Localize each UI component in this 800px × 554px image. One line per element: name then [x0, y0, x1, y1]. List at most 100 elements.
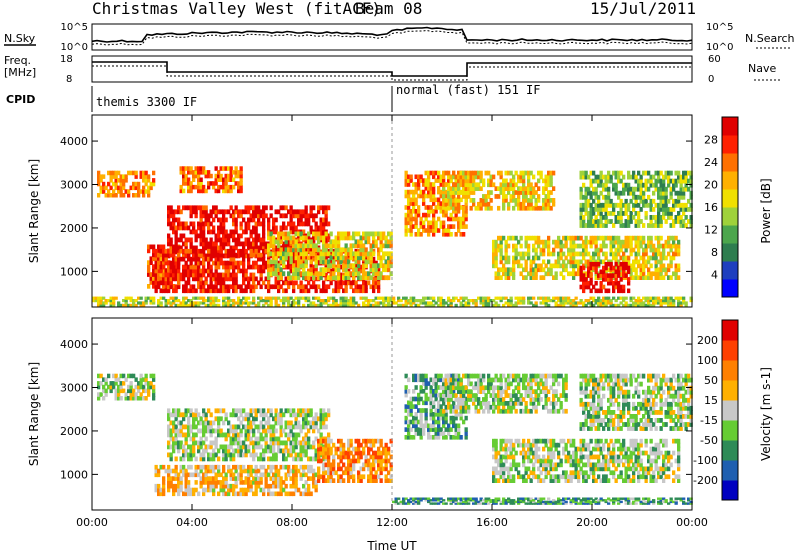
heatmap-cell — [354, 248, 358, 254]
heatmap-cell — [237, 233, 241, 239]
heatmap-cell — [167, 432, 171, 438]
heatmap-cell — [182, 170, 186, 175]
heatmap-cell — [659, 259, 663, 265]
heatmap-cell — [454, 216, 458, 222]
heatmap-cell — [264, 412, 268, 418]
heatmap-cell — [624, 207, 628, 212]
heatmap-cell — [592, 303, 596, 307]
noise-sky-line — [91, 26, 693, 43]
heatmap-cell — [592, 299, 596, 303]
heatmap-cell — [354, 280, 358, 286]
heatmap-cell — [632, 215, 636, 220]
heatmap-cell — [369, 263, 373, 269]
heatmap-cell — [512, 267, 516, 273]
heatmap-cell — [567, 247, 571, 253]
heatmap-cell — [272, 255, 276, 261]
heatmap-cell — [314, 416, 318, 422]
heatmap-cell — [634, 223, 638, 228]
heatmap-cell — [432, 232, 436, 237]
heatmap-cell — [527, 174, 531, 180]
heatmap-cell — [162, 268, 166, 273]
heatmap-cell — [437, 228, 441, 233]
heatmap-cell — [97, 384, 101, 390]
heatmap-cell — [447, 182, 451, 187]
heatmap-cell — [672, 303, 676, 307]
heatmap-cell — [124, 396, 128, 401]
heatmap-cell — [377, 271, 381, 277]
heatmap-cell — [152, 276, 156, 281]
heatmap-cell — [299, 247, 303, 253]
heatmap-cell — [104, 301, 108, 305]
heatmap-cell — [547, 239, 551, 245]
heatmap-cell — [204, 416, 208, 422]
heatmap-cell — [649, 239, 653, 245]
heatmap-cell — [627, 215, 631, 220]
heatmap-cell — [177, 256, 181, 262]
heatmap-cell — [387, 301, 391, 305]
heatmap-cell — [569, 247, 573, 253]
heatmap-cell — [599, 303, 603, 307]
heatmap-cell — [357, 288, 361, 294]
heatmap-cell — [229, 436, 233, 442]
heatmap-cell — [594, 288, 598, 294]
heatmap-cell — [234, 428, 238, 434]
heatmap-cell — [182, 288, 186, 294]
heatmap-cell — [297, 440, 301, 446]
heatmap-cell — [179, 483, 183, 489]
heatmap-cell — [259, 412, 263, 418]
heatmap-cell — [647, 271, 651, 277]
heatmap-cell — [212, 483, 216, 489]
heatmap-cell — [249, 428, 253, 434]
heatmap-cell — [182, 221, 186, 227]
freq-line — [92, 61, 692, 77]
heatmap-cell — [277, 412, 281, 418]
heatmap-cell — [179, 412, 183, 418]
heatmap-cell — [192, 444, 196, 450]
heatmap-cell — [217, 184, 221, 190]
heatmap-cell — [604, 198, 608, 204]
heatmap-cell — [317, 296, 321, 300]
heatmap-cell — [267, 296, 271, 300]
heatmap-cell — [152, 377, 156, 382]
heatmap-cell — [547, 174, 551, 180]
heatmap-cell — [177, 408, 181, 414]
heatmap-cell — [232, 221, 236, 227]
heatmap-cell — [684, 178, 688, 184]
heatmap-cell — [654, 182, 658, 188]
heatmap-cell — [497, 303, 501, 307]
heatmap-cell — [189, 299, 193, 303]
heatmap-cell — [312, 237, 316, 243]
heatmap-cell — [222, 184, 226, 190]
heatmap-cell — [207, 241, 211, 247]
heatmap-cell — [279, 231, 283, 237]
heatmap-cell — [227, 264, 231, 270]
heatmap-cell — [307, 288, 311, 294]
heatmap-cell — [599, 211, 603, 216]
heatmap-cell — [322, 225, 326, 231]
heatmap-cell — [234, 225, 238, 231]
heatmap-cell — [429, 182, 433, 187]
heatmap-cell — [552, 275, 556, 280]
heatmap-cell — [482, 301, 486, 305]
heatmap-cell — [337, 247, 341, 253]
heatmap-cell — [259, 272, 263, 278]
heatmap-cell — [332, 299, 336, 303]
heatmap-cell — [214, 173, 218, 179]
heatmap-cell — [624, 255, 628, 261]
heatmap-cell — [607, 288, 611, 294]
heatmap-cell — [589, 280, 593, 286]
power-heatmap-cells — [92, 115, 693, 307]
heatmap-cell — [622, 182, 626, 188]
heatmap-cell — [244, 229, 248, 235]
heatmap-cell — [282, 299, 286, 303]
heatmap-cell — [529, 186, 533, 191]
heatmap-cell — [297, 456, 301, 462]
heatmap-cell — [359, 275, 363, 281]
heatmap-cell — [312, 251, 316, 257]
heatmap-cell — [112, 301, 116, 305]
heatmap-cell — [664, 239, 668, 245]
heatmap-cell — [352, 271, 356, 277]
heatmap-cell — [209, 444, 213, 450]
heatmap-cell — [514, 259, 518, 265]
heatmap-cell — [167, 221, 171, 227]
